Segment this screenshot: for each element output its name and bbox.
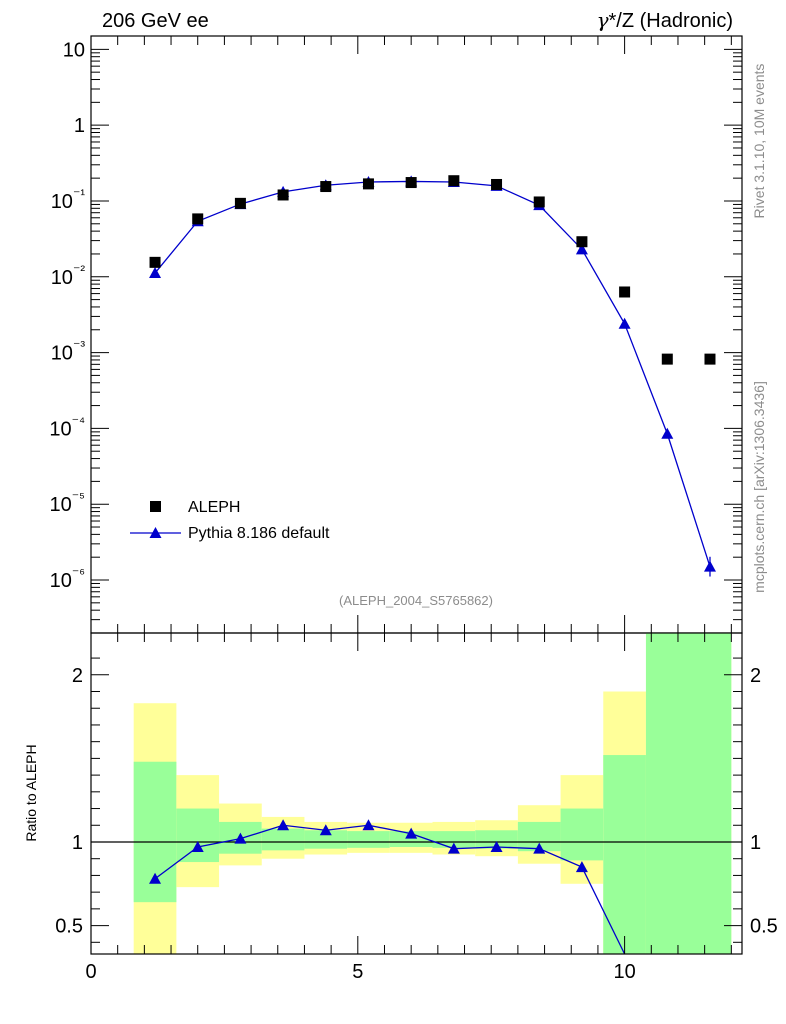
analysis-id: (ALEPH_2004_S5765862) xyxy=(339,593,493,608)
right-title: γ*/Z (Hadronic) xyxy=(597,8,733,32)
data-point xyxy=(362,178,374,190)
x-tick-label: 5 xyxy=(352,961,363,983)
mc-point xyxy=(618,317,631,329)
ratio-point xyxy=(533,842,546,854)
ratio-y-tick-label: 0.5 xyxy=(55,916,83,938)
data-point xyxy=(192,213,204,225)
data-point xyxy=(619,286,631,298)
inner-band xyxy=(560,808,604,861)
right-title-gamma: γ xyxy=(597,8,609,32)
ratio-y-tick-label-right: 1 xyxy=(750,832,761,854)
inner-band xyxy=(176,808,220,863)
ratio-point xyxy=(277,819,290,831)
y-tick-label: 10⁻⁴ xyxy=(49,413,85,440)
data-point xyxy=(576,236,588,248)
y-tick-label: 10⁻¹ xyxy=(51,186,86,213)
data-point xyxy=(448,175,460,187)
ratio-point xyxy=(149,872,162,884)
data-point xyxy=(320,181,332,193)
legend-data-marker xyxy=(150,501,161,512)
y-tick-label: 10⁻⁵ xyxy=(50,489,85,516)
ratio-point xyxy=(191,841,204,852)
inner-band xyxy=(389,831,433,847)
y-tick-label: 10⁻³ xyxy=(51,338,86,365)
ratio-point xyxy=(490,841,503,852)
ratio-point xyxy=(319,824,332,836)
main-frame xyxy=(90,35,743,634)
ratio-point xyxy=(447,842,460,854)
ratio-y-label: Ratio to ALEPH xyxy=(23,744,39,841)
mc-line xyxy=(154,180,711,567)
ratio-axes: 0.5 0.5 1 1 2 2 0 5 10 xyxy=(55,633,778,983)
mc-series xyxy=(149,175,716,577)
y-tick-label: 10⁻⁶ xyxy=(50,565,85,592)
legend-mc-label: Pythia 8.186 default xyxy=(188,525,330,542)
inner-band xyxy=(432,831,476,848)
ratio-panel: 0.5 0.5 1 1 2 2 0 5 10 Ratio to ALEPH xyxy=(23,632,778,983)
main-panel: 10 1 10⁻¹ 10⁻² 10⁻³ 10⁻⁴ 10⁻⁵ 10⁻⁶ (ALEPH_2004_… xyxy=(49,35,743,634)
y-tick-label: 10 xyxy=(63,39,85,61)
inner-band xyxy=(645,633,732,954)
ratio-series xyxy=(149,819,626,955)
inner-band xyxy=(304,830,348,849)
ratio-y-tick-label: 2 xyxy=(72,665,83,687)
data-point xyxy=(704,353,716,365)
rivet-label: Rivet 3.1.10, 10M events xyxy=(751,64,767,219)
inner-band xyxy=(603,755,646,954)
ratio-point xyxy=(362,819,375,831)
ratio-y-tick-label-right: 0.5 xyxy=(750,916,778,938)
ratio-point xyxy=(234,832,247,844)
legend-mc-marker xyxy=(149,527,162,538)
ratio-frame xyxy=(90,632,743,955)
main-y-axis: 10 1 10⁻¹ 10⁻² 10⁻³ 10⁻⁴ 10⁻⁵ 10⁻⁶ xyxy=(49,36,742,634)
mc-point xyxy=(661,427,674,439)
legend-data-label: ALEPH xyxy=(188,499,240,516)
y-tick-label: 1 xyxy=(74,115,85,137)
ratio-point xyxy=(405,827,418,839)
data-point xyxy=(405,177,417,189)
data-point xyxy=(533,196,545,208)
data-series xyxy=(149,175,716,365)
data-point xyxy=(661,353,673,365)
y-tick-label: 10⁻² xyxy=(51,262,86,289)
data-point xyxy=(234,197,246,209)
ratio-line xyxy=(154,824,626,955)
data-point xyxy=(277,189,289,201)
ratio-y-tick-label-right: 2 xyxy=(750,665,761,687)
mc-point xyxy=(575,243,588,255)
data-point xyxy=(149,256,161,268)
inner-band xyxy=(475,830,518,849)
uncertainty-bands xyxy=(91,633,742,954)
ratio-point xyxy=(575,861,588,873)
right-title-rest: */Z (Hadronic) xyxy=(609,10,733,32)
legend: ALEPH Pythia 8.186 default xyxy=(130,499,330,542)
ratio-y-tick-label: 1 xyxy=(72,832,83,854)
mc-point xyxy=(149,267,162,279)
data-point xyxy=(491,178,503,190)
x-tick-label: 10 xyxy=(613,961,635,983)
inner-band xyxy=(347,831,390,848)
left-title: 206 GeV ee xyxy=(102,10,209,32)
x-tick-label: 0 xyxy=(85,961,96,983)
inner-band xyxy=(261,828,305,851)
mcplots-label: mcplots.cern.ch [arXiv:1306.3436] xyxy=(751,381,767,593)
